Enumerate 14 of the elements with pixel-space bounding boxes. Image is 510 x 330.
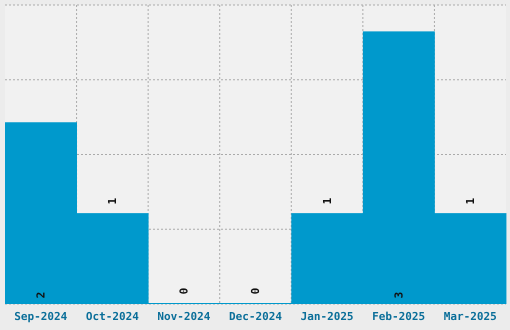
x-tick-label: Sep-2024	[14, 310, 68, 323]
data-label: 0	[249, 288, 262, 294]
x-tick-label: Dec-2024	[229, 310, 282, 323]
data-label: 1	[106, 197, 120, 204]
x-tick-label: Nov-2024	[157, 310, 211, 323]
x-tick-label: Oct-2024	[86, 310, 140, 323]
data-label: 1	[464, 197, 477, 204]
data-label: 2	[34, 292, 48, 298]
x-tick-label: Feb-2025	[372, 310, 426, 323]
x-tick-label: Mar-2025	[444, 310, 497, 323]
x-tick-label: Jan-2025	[300, 310, 354, 323]
data-label: 1	[320, 197, 334, 204]
data-label: 3	[392, 292, 406, 298]
data-label: 0	[178, 288, 191, 294]
